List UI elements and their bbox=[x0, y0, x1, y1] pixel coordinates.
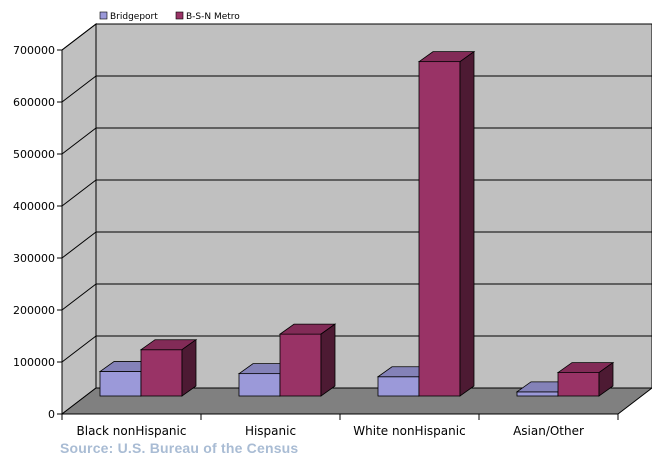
gridlines bbox=[61, 23, 652, 363]
y-tick-label: 200000 bbox=[13, 304, 55, 317]
bar-chart: 0 100000 200000 300000 400000 500000 600000 700… bbox=[13, 11, 652, 438]
x-tick-label: Black nonHispanic bbox=[77, 424, 187, 438]
legend-label: B-S-N Metro bbox=[186, 12, 240, 22]
x-tick-label: White nonHispanic bbox=[353, 424, 465, 438]
y-tick-label: 400000 bbox=[13, 200, 55, 213]
gridline-side bbox=[61, 23, 97, 51]
bar-front bbox=[377, 376, 420, 397]
source-note: Source: U.S. Bureau of the Census bbox=[60, 440, 299, 456]
legend-swatch bbox=[175, 11, 184, 20]
bar-front bbox=[140, 349, 183, 397]
y-axis: 0 100000 200000 300000 400000 500000 600000 700… bbox=[13, 44, 63, 421]
bar-front bbox=[238, 373, 281, 397]
bar-front bbox=[279, 333, 322, 397]
bar bbox=[139, 338, 198, 397]
gridline-side bbox=[61, 335, 97, 363]
bar-front bbox=[99, 371, 142, 397]
bar-side bbox=[320, 323, 336, 397]
bar-front bbox=[557, 372, 600, 397]
gridline-side bbox=[61, 283, 97, 311]
gridline-side bbox=[61, 179, 97, 207]
bar bbox=[278, 323, 337, 397]
legend-label: Bridgeport bbox=[110, 12, 158, 22]
legend: Bridgeport B-S-N Metro bbox=[99, 11, 240, 22]
bar-front bbox=[516, 391, 559, 397]
bars bbox=[98, 50, 615, 397]
bar bbox=[556, 361, 615, 397]
y-tick-label: 600000 bbox=[13, 96, 55, 109]
y-tick-label: 0 bbox=[48, 408, 55, 421]
back-wall bbox=[95, 23, 652, 389]
legend-swatch bbox=[99, 11, 108, 20]
bar-side bbox=[459, 50, 475, 397]
gridline-side bbox=[61, 231, 97, 259]
bar bbox=[417, 50, 476, 397]
chart-walls bbox=[60, 22, 652, 416]
x-axis: Black nonHispanic Hispanic White nonHispan… bbox=[61, 413, 619, 438]
bar-front bbox=[418, 61, 461, 397]
x-tick-label: Hispanic bbox=[245, 424, 296, 438]
bar-side bbox=[181, 338, 197, 397]
y-tick-label: 300000 bbox=[13, 252, 55, 265]
gridline-side bbox=[61, 127, 97, 155]
y-tick-label: 100000 bbox=[13, 356, 55, 369]
side-wall bbox=[61, 22, 97, 416]
y-tick-label: 700000 bbox=[13, 44, 55, 57]
y-tick-label: 500000 bbox=[13, 148, 55, 161]
x-tick-label: Asian/Other bbox=[513, 424, 584, 438]
bar-side bbox=[598, 361, 614, 397]
gridline-side bbox=[61, 75, 97, 103]
